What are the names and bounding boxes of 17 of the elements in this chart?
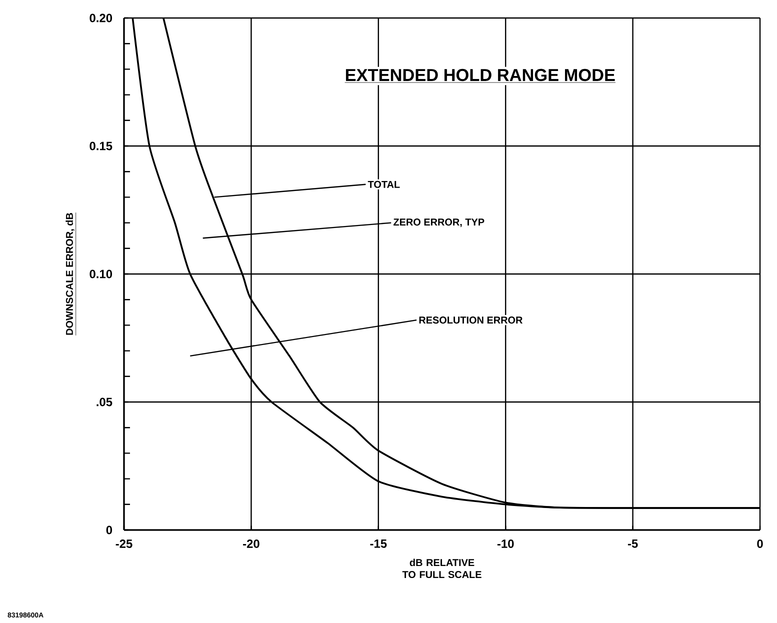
x-axis-title: dB RELATIVE TO FULL SCALE (402, 558, 482, 578)
x-tick-label: 0 (757, 540, 763, 548)
text: EXTENDED HOLD RANGE MODE (346, 68, 615, 82)
annotation: TOTAL (368, 180, 400, 188)
y-axis-title: DOWNSCALE ERROR, dB (66, 213, 74, 335)
y-tick-label: 0.15 (90, 142, 112, 150)
x-tick-label: -20 (243, 540, 260, 548)
y-tick-label: 0.20 (90, 14, 112, 22)
y-tick-label: .05 (96, 398, 112, 406)
x-tick-label: -10 (497, 540, 514, 548)
y-tick-label: 0.10 (90, 270, 112, 278)
x-tick-label: -15 (370, 540, 387, 548)
annotation: RESOLUTION ERROR (419, 316, 523, 324)
annotation: ZERO ERROR, TYP (394, 218, 484, 228)
y-tick-label: 0 (106, 526, 112, 534)
x-tick-label: -5 (628, 540, 638, 548)
x-tick-label: -25 (116, 540, 132, 548)
